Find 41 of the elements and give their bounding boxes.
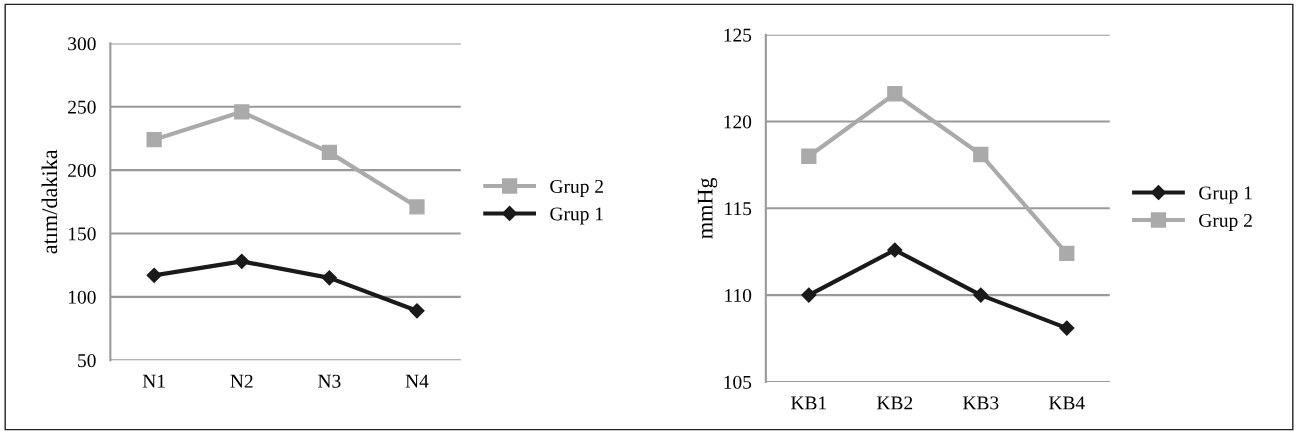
point — [801, 287, 817, 303]
y-tick-label: 150 — [68, 227, 96, 241]
y-axis-title: atım/dakika — [41, 149, 58, 254]
y-tick-label: 200 — [68, 163, 96, 178]
x-tick-label: KB3 — [962, 396, 999, 410]
x-tick-label: KB2 — [877, 396, 913, 410]
legend-label: Grup 2 — [1199, 213, 1252, 231]
point — [321, 144, 338, 161]
y-tick-label: 120 — [724, 115, 752, 129]
y-tick-label: 300 — [68, 37, 96, 51]
y-tick-label: 105 — [724, 375, 752, 389]
legend-label: Grup 1 — [1199, 186, 1252, 204]
point — [1059, 245, 1075, 262]
y-axis-title: mmHg — [697, 177, 718, 239]
y-tick-label: 110 — [725, 288, 752, 303]
x-tick-label: N4 — [405, 374, 429, 388]
x-tick-label: KB4 — [1048, 396, 1085, 410]
y-tick-label: 115 — [725, 202, 752, 216]
point — [1059, 320, 1075, 336]
point — [887, 86, 903, 102]
point — [973, 287, 989, 303]
point — [321, 270, 337, 286]
point — [146, 267, 162, 283]
point — [973, 146, 989, 163]
y-tick-label: 100 — [68, 290, 96, 304]
point — [887, 242, 903, 258]
point — [234, 253, 250, 269]
legend-label: Grup 1 — [550, 207, 603, 225]
x-tick-label: N2 — [230, 374, 253, 388]
y-tick-label: 50 — [78, 354, 96, 368]
point — [409, 303, 425, 319]
x-tick-label: N3 — [318, 374, 341, 388]
point — [234, 104, 250, 120]
point — [801, 148, 817, 164]
point — [146, 132, 162, 148]
y-tick-label: 125 — [724, 28, 752, 42]
x-tick-label: N1 — [142, 374, 165, 388]
legend-label: Grup 2 — [550, 179, 603, 197]
x-tick-label: KB1 — [791, 396, 827, 410]
point — [409, 199, 425, 215]
y-tick-label: 250 — [68, 100, 96, 114]
